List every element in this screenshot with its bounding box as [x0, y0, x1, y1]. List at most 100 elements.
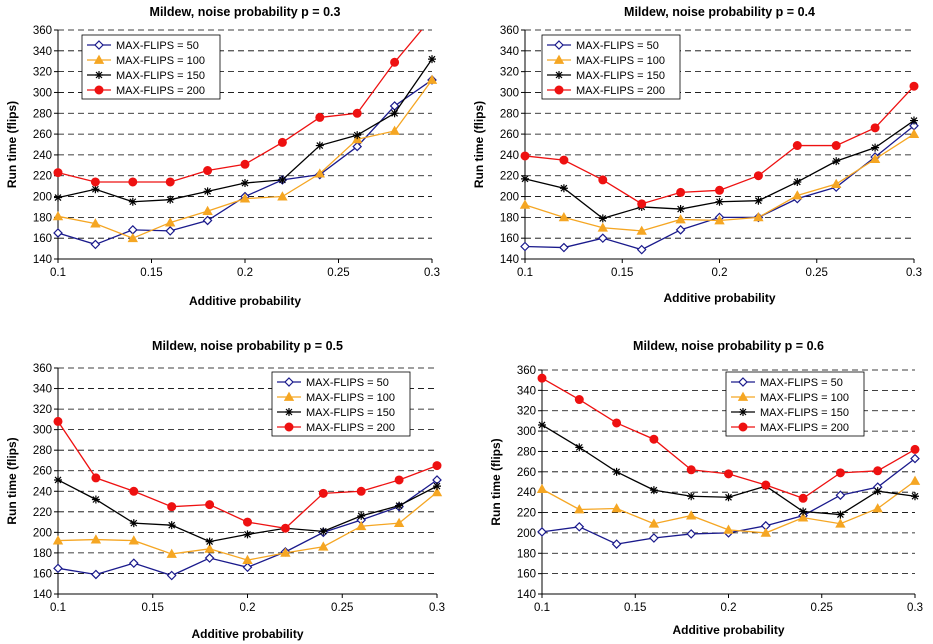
y-tick-label: 160	[500, 233, 519, 245]
triangle-marker	[204, 543, 215, 553]
circle-marker	[520, 151, 530, 161]
chart-svg: Mildew, noise probability p = 0.4 Additiv…	[472, 5, 922, 305]
legend-label: MAX-FLIPS = 50	[576, 40, 659, 52]
circle-marker	[676, 187, 686, 197]
triangle-marker	[636, 225, 647, 235]
asterisk-marker	[319, 527, 328, 536]
diamond-marker	[242, 562, 253, 573]
asterisk-marker	[54, 193, 62, 202]
triangle-marker	[835, 518, 846, 528]
circle-marker	[243, 517, 252, 527]
x-axis-label: Additive probability	[191, 627, 303, 641]
circle-marker	[909, 81, 919, 91]
y-tick-label: 300	[33, 87, 52, 99]
triangle-marker	[165, 217, 176, 227]
triangle-marker	[869, 153, 881, 163]
triangle-marker	[426, 74, 438, 84]
y-tick-label: 260	[33, 466, 52, 478]
asterisk-marker	[521, 174, 529, 183]
triangle-marker	[723, 524, 734, 534]
y-tick-label: 220	[33, 507, 52, 519]
triangle-marker	[792, 190, 803, 200]
y-tick-label: 260	[500, 129, 519, 141]
circle-marker	[205, 500, 215, 510]
triangle-marker	[872, 503, 883, 513]
triangle-marker	[389, 125, 400, 135]
legend-box	[725, 371, 865, 437]
legend-label: MAX-FLIPS = 150	[576, 70, 665, 82]
y-axis-label: Run time (flips)	[5, 437, 19, 524]
diamond-marker	[91, 569, 101, 580]
circle-marker	[129, 486, 139, 496]
asterisk-marker	[754, 196, 763, 205]
diamond-marker	[554, 40, 564, 50]
circle-marker	[128, 177, 138, 187]
circle-marker	[203, 166, 213, 176]
legend-label: MAX-FLIPS = 150	[116, 70, 205, 82]
asterisk-marker	[739, 408, 747, 416]
legend-box	[541, 34, 681, 100]
legend: MAX-FLIPS = 50 MAX-FLIPS = 100 MAX-FLIPS =…	[271, 371, 411, 437]
y-axis-label: Run time (flips)	[5, 101, 19, 188]
chart-svg: Mildew, noise probability p = 0.3 Additiv…	[5, 5, 440, 308]
asterisk-marker	[95, 71, 103, 79]
circle-marker	[792, 141, 802, 151]
triangle-marker	[393, 517, 405, 528]
diamond-marker	[204, 553, 215, 563]
legend-label: MAX-FLIPS = 200	[760, 422, 849, 434]
circle-marker	[280, 523, 290, 533]
circle-marker	[315, 112, 325, 122]
asterisk-marker	[724, 493, 733, 502]
y-tick-label: 200	[33, 527, 52, 539]
y-tick-label: 280	[517, 446, 536, 458]
legend-label: MAX-FLIPS = 200	[306, 422, 395, 434]
circle-marker	[53, 416, 63, 426]
diamond-marker	[53, 228, 63, 238]
asterisk-marker	[676, 205, 685, 214]
asterisk-marker	[873, 487, 882, 496]
legend-label: MAX-FLIPS = 100	[576, 55, 665, 67]
x-tick-label: 0.15	[611, 267, 633, 279]
circle-marker	[390, 57, 400, 67]
asterisk-marker	[555, 71, 563, 79]
asterisk-marker	[715, 197, 724, 206]
y-tick-label: 280	[33, 445, 52, 457]
legend-label: MAX-FLIPS = 150	[306, 407, 395, 419]
diamond-marker	[284, 377, 294, 387]
asterisk-marker	[205, 537, 214, 546]
circle-marker	[715, 185, 724, 195]
legend-label: MAX-FLIPS = 100	[116, 55, 205, 67]
diamond-marker	[202, 215, 213, 226]
diamond-marker	[559, 242, 569, 253]
diamond-marker	[520, 241, 530, 252]
asterisk-marker	[203, 187, 212, 196]
y-tick-label: 160	[517, 569, 536, 581]
triangle-marker	[737, 391, 749, 401]
asterisk-marker	[357, 511, 366, 520]
legend: MAX-FLIPS = 50 MAX-FLIPS = 100 MAX-FLIPS =…	[725, 371, 865, 437]
x-tick-label: 0.25	[331, 602, 353, 614]
diamond-marker	[636, 244, 647, 255]
y-tick-label: 140	[500, 254, 519, 266]
diamond-marker	[90, 239, 101, 250]
y-tick-label: 360	[33, 25, 52, 37]
diamond-marker	[649, 533, 659, 543]
diamond-marker	[128, 558, 139, 569]
circle-marker	[873, 466, 883, 476]
asterisk-marker	[395, 501, 404, 510]
triangle-marker	[431, 486, 443, 497]
circle-marker	[738, 422, 748, 432]
asterisk-marker	[128, 197, 137, 206]
triangle-marker	[280, 547, 291, 557]
triangle-marker	[753, 212, 764, 222]
circle-marker	[53, 168, 63, 178]
circle-marker	[554, 85, 564, 95]
chart-title: Mildew, noise probability p = 0.6	[633, 339, 824, 353]
diamond-marker	[53, 563, 63, 574]
x-axis-label: Additive probability	[189, 294, 301, 308]
asterisk-marker	[353, 131, 362, 140]
diamond-marker	[165, 226, 176, 236]
legend-label: MAX-FLIPS = 100	[306, 392, 395, 404]
circle-marker	[831, 141, 841, 151]
circle-marker	[165, 177, 175, 187]
